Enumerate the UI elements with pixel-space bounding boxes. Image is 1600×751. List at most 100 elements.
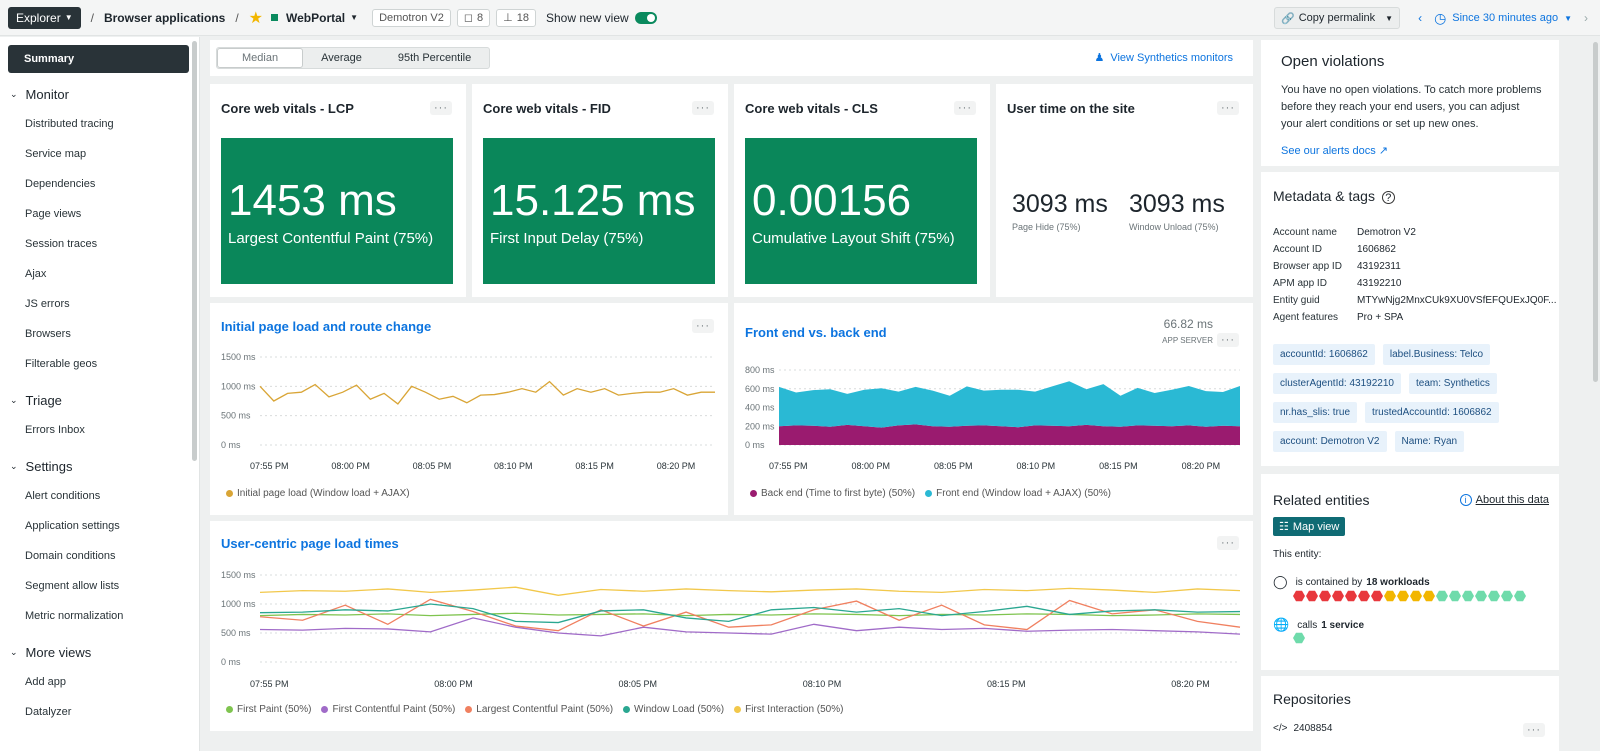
- tag-chip[interactable]: Name: Ryan: [1394, 431, 1465, 452]
- sidebar-item-settings-2[interactable]: Domain conditions: [25, 550, 116, 562]
- workload-healthy-hex[interactable]: [1449, 590, 1461, 602]
- more-options-icon[interactable]: ···: [1523, 723, 1545, 737]
- workload-healthy-hex[interactable]: [1462, 590, 1474, 602]
- workload-healthy-hex[interactable]: [1436, 590, 1448, 602]
- sidebar-item-monitor-7[interactable]: Browsers: [25, 328, 71, 340]
- repo-row[interactable]: </> 2408854: [1273, 723, 1332, 734]
- workload-warning-hex[interactable]: [1410, 590, 1422, 602]
- metadata-value[interactable]: Pro + SPA: [1357, 312, 1404, 323]
- workload-critical-hex[interactable]: [1306, 590, 1318, 602]
- copy-permalink-button[interactable]: 🔗 Copy permalink ▼: [1274, 7, 1401, 29]
- workload-healthy-hex[interactable]: [1475, 590, 1487, 602]
- segment-95th-percentile[interactable]: 95th Percentile: [397, 52, 472, 64]
- help-icon[interactable]: ?: [1381, 191, 1395, 204]
- series-line-2[interactable]: [259, 598, 1241, 632]
- tag-chip[interactable]: nr.has_slis: true: [1273, 402, 1358, 423]
- workload-critical-hex[interactable]: [1345, 590, 1357, 602]
- tag-chip[interactable]: account: Demotron V2: [1273, 431, 1387, 452]
- map-view-button[interactable]: ☷ Map view: [1273, 517, 1346, 536]
- more-options-icon[interactable]: ···: [692, 101, 714, 115]
- legend-item[interactable]: First Interaction (50%): [734, 704, 843, 715]
- metadata-value[interactable]: MTYwNjg2MnxCUk9XU0VSfEFQUExJQ0F...: [1357, 295, 1557, 306]
- sidebar-scrollbar[interactable]: [192, 41, 197, 461]
- show-new-view-toggle[interactable]: [634, 11, 657, 24]
- contained-row[interactable]: ◯ is contained by 18 workloads: [1273, 574, 1430, 590]
- metadata-value[interactable]: 43192311: [1357, 261, 1401, 272]
- breadcrumb-browser-applications[interactable]: Browser applications: [103, 10, 226, 25]
- chart-title[interactable]: User-centric page load times: [221, 536, 399, 551]
- sidebar-item-settings-1[interactable]: Application settings: [25, 520, 120, 532]
- sidebar-item-settings-0[interactable]: Alert conditions: [25, 490, 101, 502]
- service-health-hex[interactable]: [1293, 632, 1305, 644]
- time-next-button[interactable]: ›: [1584, 11, 1588, 25]
- explorer-button[interactable]: Explorer ▼: [8, 6, 81, 29]
- metadata-value[interactable]: 1606862: [1357, 244, 1396, 255]
- more-options-icon[interactable]: ···: [430, 101, 452, 115]
- sidebar-section-triage[interactable]: ⌄ Triage: [0, 385, 199, 415]
- sidebar-item-triage-0[interactable]: Errors Inbox: [25, 424, 85, 436]
- sidebar-item-monitor-6[interactable]: JS errors: [25, 298, 70, 310]
- tag-chip[interactable]: team: Synthetics: [1408, 373, 1497, 394]
- series-area-1[interactable]: [779, 381, 1240, 428]
- legend-item[interactable]: Window Load (50%): [623, 704, 724, 715]
- sidebar-item-summary[interactable]: Summary: [8, 45, 189, 73]
- segment-average[interactable]: Average: [321, 52, 362, 64]
- about-data-link[interactable]: i About this data: [1459, 494, 1549, 506]
- series-area-0[interactable]: [779, 424, 1240, 445]
- chevron-down-icon[interactable]: ▼: [1385, 13, 1394, 23]
- sidebar-item-monitor-4[interactable]: Session traces: [25, 238, 98, 250]
- workload-critical-hex[interactable]: [1371, 590, 1383, 602]
- tag-chip[interactable]: accountId: 1606862: [1273, 344, 1375, 365]
- sidebar-item-monitor-8[interactable]: Filterable geos: [25, 358, 98, 370]
- more-options-icon[interactable]: ···: [1217, 333, 1239, 347]
- workload-healthy-hex[interactable]: [1501, 590, 1513, 602]
- workload-warning-hex[interactable]: [1384, 590, 1396, 602]
- sidebar-item-settings-4[interactable]: Metric normalization: [25, 610, 124, 622]
- workload-healthy-hex[interactable]: [1514, 590, 1526, 602]
- tag-chip[interactable]: label.Business: Telco: [1382, 344, 1491, 365]
- workload-critical-hex[interactable]: [1332, 590, 1344, 602]
- legend-item[interactable]: Largest Contentful Paint (50%): [465, 704, 613, 715]
- right-panel-scrollbar[interactable]: [1593, 42, 1598, 382]
- legend-item[interactable]: Back end (Time to first byte) (50%): [750, 488, 915, 499]
- sidebar-item-more-0[interactable]: Add app: [25, 676, 66, 688]
- sidebar-item-monitor-0[interactable]: Distributed tracing: [25, 118, 114, 130]
- metadata-value[interactable]: Demotron V2: [1357, 227, 1416, 238]
- view-synthetics-monitors-link[interactable]: ♟ View Synthetics monitors: [1094, 51, 1233, 65]
- series-line-4[interactable]: [259, 586, 1241, 596]
- related-count-pill[interactable]: ⊥ 18: [496, 8, 536, 27]
- favorite-star-icon[interactable]: ★: [248, 9, 264, 27]
- sidebar-item-monitor-1[interactable]: Service map: [25, 148, 87, 160]
- tag-chip[interactable]: trustedAccountId: 1606862: [1365, 402, 1499, 423]
- chevron-down-icon[interactable]: ▼: [350, 13, 359, 22]
- chart-title[interactable]: Front end vs. back end: [745, 325, 887, 340]
- alerts-docs-link[interactable]: See our alerts docs ↗: [1281, 144, 1388, 157]
- series-line-0[interactable]: [259, 380, 715, 405]
- workload-critical-hex[interactable]: [1319, 590, 1331, 602]
- metadata-value[interactable]: 43192210: [1357, 278, 1402, 289]
- series-line-0[interactable]: [259, 612, 1241, 617]
- sidebar-item-monitor-5[interactable]: Ajax: [25, 268, 47, 280]
- sidebar-section-monitor[interactable]: ⌄ Monitor: [0, 79, 199, 109]
- workload-critical-hex[interactable]: [1358, 590, 1370, 602]
- sidebar-section-settings[interactable]: ⌄ Settings: [0, 451, 199, 481]
- more-options-icon[interactable]: ···: [692, 319, 714, 333]
- workload-healthy-hex[interactable]: [1488, 590, 1500, 602]
- sidebar-item-settings-3[interactable]: Segment allow lists: [25, 580, 120, 592]
- more-options-icon[interactable]: ···: [1217, 101, 1239, 115]
- sidebar-item-monitor-2[interactable]: Dependencies: [25, 178, 96, 190]
- time-previous-button[interactable]: ‹: [1418, 11, 1423, 25]
- sidebar-item-monitor-3[interactable]: Page views: [25, 208, 82, 220]
- more-options-icon[interactable]: ···: [1217, 536, 1239, 550]
- more-options-icon[interactable]: ···: [954, 101, 976, 115]
- series-line-1[interactable]: [259, 617, 1241, 637]
- app-name[interactable]: WebPortal: [286, 10, 346, 25]
- tag-chip[interactable]: clusterAgentId: 43192210: [1273, 373, 1401, 394]
- legend-item[interactable]: First Contentful Paint (50%): [321, 704, 455, 715]
- account-pill[interactable]: Demotron V2: [372, 8, 451, 27]
- workload-warning-hex[interactable]: [1423, 590, 1435, 602]
- sidebar-section-more-views[interactable]: ⌄ More views: [0, 637, 199, 667]
- chart-title[interactable]: Initial page load and route change: [221, 319, 432, 334]
- sidebar-item-more-1[interactable]: Datalyzer: [25, 706, 72, 718]
- legend-item[interactable]: Front end (Window load + AJAX) (50%): [925, 488, 1111, 499]
